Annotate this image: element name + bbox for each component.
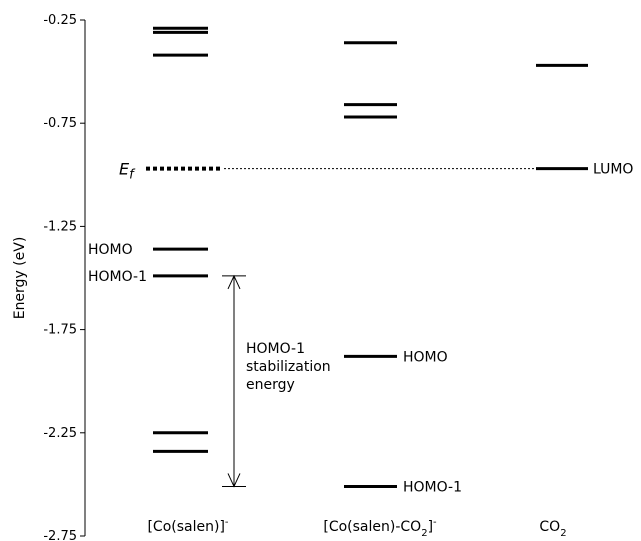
category-label: [Co(salen)-CO2]- [323, 517, 437, 539]
stabilization-annotation: HOMO-1 stabilization energy [222, 274, 331, 488]
y-axis: -0.25 -0.75 -1.25 -1.75 -2.25 -2.75 Energy (eV… [12, 13, 86, 541]
energy-levels: HOMO HOMO-1 HOMO HOMO-1 LUMO [88, 26, 633, 495]
annotation-text-line: energy [246, 377, 295, 393]
y-tick-label: -2.75 [43, 529, 77, 541]
energy-level-label: HOMO-1 [88, 269, 147, 285]
annotation-text-line: HOMO-1 [246, 341, 305, 357]
category-labels: [Co(salen)]- [Co(salen)-CO2]- CO2 [147, 517, 566, 539]
fermi-label: Ef [119, 160, 136, 183]
y-tick-label: -1.25 [43, 219, 77, 234]
energy-level-label: LUMO [593, 162, 633, 178]
category-label: CO2 [539, 519, 566, 539]
energy-level-label: HOMO-1 [403, 479, 462, 495]
fermi-level-group: Ef [119, 160, 534, 183]
annotation-text-line: stabilization [246, 359, 331, 375]
category-label: [Co(salen)]- [147, 517, 228, 535]
y-tick-label: -0.75 [43, 116, 77, 131]
annotation-arrowhead-down [227, 473, 241, 488]
annotation-arrowhead-up [227, 274, 241, 290]
y-tick-label: -2.25 [43, 426, 77, 441]
energy-level-label: HOMO [88, 242, 133, 258]
y-axis-title: Energy (eV) [12, 237, 28, 320]
energy-level-label: HOMO [403, 349, 448, 365]
y-tick-label: -0.25 [43, 13, 77, 28]
y-tick-label: -1.75 [43, 323, 77, 338]
